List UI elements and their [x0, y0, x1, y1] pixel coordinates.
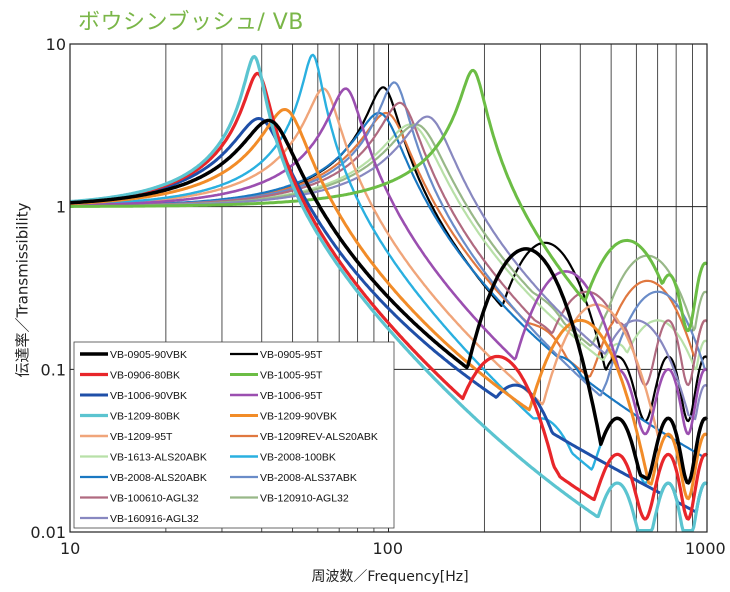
x-tick-label: 10	[60, 539, 80, 558]
y-tick-label: 1	[56, 198, 66, 217]
legend-label: VB-120910-AGL32	[260, 493, 349, 505]
legend-label: VB-1613-ALS20ABK	[110, 452, 207, 464]
legend-label: VB-2008-ALS37ABK	[260, 472, 357, 484]
plot-frame	[69, 43, 708, 533]
series-line-vb-0905-90vbk	[69, 118, 709, 485]
legend-label: VB-1006-95T	[260, 390, 323, 402]
legend-label: VB-1006-90VBK	[110, 390, 187, 402]
y-tick-label: 0.01	[30, 523, 66, 542]
legend-label: VB-0905-90VBK	[110, 349, 187, 361]
legend-label: VB-1005-95T	[260, 370, 323, 382]
legend-label: VB-2008-100BK	[260, 452, 336, 464]
legend-label: VB-1209REV-ALS20ABK	[260, 431, 378, 443]
legend-label: VB-2008-ALS20ABK	[110, 472, 207, 484]
legend-label: VB-1209-80BK	[110, 411, 180, 423]
x-tick-label: 100	[373, 539, 404, 558]
x-axis-label: 周波数／Frequency[Hz]	[311, 569, 469, 585]
legend-label: VB-0905-95T	[260, 349, 323, 361]
legend-label: VB-100610-AGL32	[110, 493, 199, 505]
y-tick-label: 0.1	[41, 360, 66, 379]
y-tick-label: 10	[46, 35, 66, 54]
series-line-vb-1005-95t	[69, 68, 708, 333]
series-line-vb-1006-90vbk	[69, 117, 708, 513]
chart-title: ボウシンブッシュ/ VB	[78, 10, 304, 35]
legend-label: VB-160916-AGL32	[110, 513, 199, 525]
legend-label: VB-1209-90VBK	[260, 411, 337, 423]
x-tick-label: 1000	[685, 539, 726, 558]
series-line-vb-1209-90vbk	[69, 108, 708, 501]
series-line-vb-1006-95t	[69, 87, 708, 436]
series-line-vb-1209-80bk	[69, 54, 708, 533]
legend-label: VB-0906-80BK	[110, 370, 180, 382]
series-line-vb-1209-95t	[69, 87, 708, 485]
legend-label: VB-1209-95T	[110, 431, 173, 443]
